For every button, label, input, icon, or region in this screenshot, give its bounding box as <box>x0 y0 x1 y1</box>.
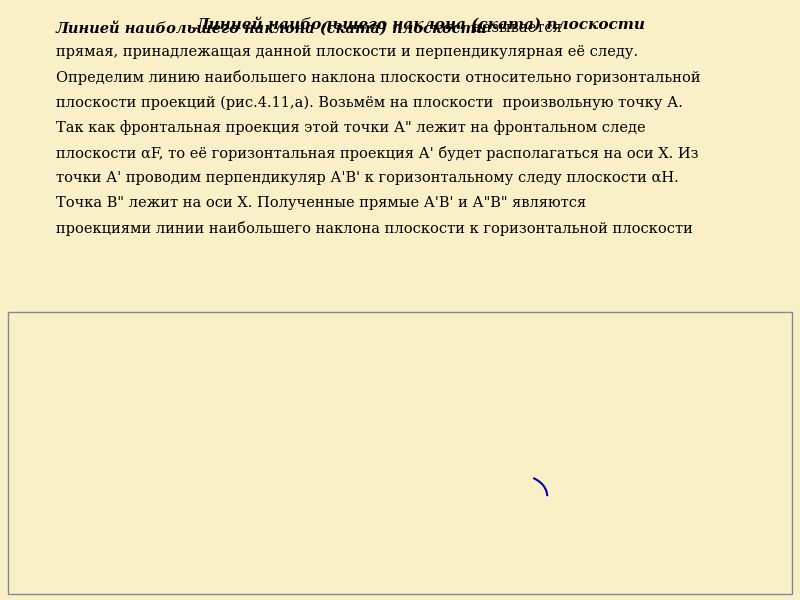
Text: β₀: β₀ <box>543 479 554 490</box>
Text: ΔZ_AB: ΔZ_AB <box>642 383 675 394</box>
Text: αH: αH <box>266 522 284 532</box>
Text: O: O <box>368 419 378 432</box>
Text: αF: αF <box>327 328 342 338</box>
Text: αX: αX <box>384 422 399 432</box>
Text: A': A' <box>297 422 307 432</box>
Text: прямая, принадлежащая данной плоскости и перпендикулярная её следу.: прямая, принадлежащая данной плоскости и… <box>56 45 638 59</box>
Text: A': A' <box>600 421 610 431</box>
Text: αF: αF <box>596 328 612 338</box>
Text: б): б) <box>553 565 567 579</box>
Text: называется: называется <box>468 21 562 35</box>
Text: B″: B″ <box>200 421 212 431</box>
Text: Линией наибольшего наклона (ската) плоскости: Линией наибольшего наклона (ската) плоск… <box>196 17 646 31</box>
Text: а): а) <box>201 565 215 579</box>
Text: плоскости проекций (рис.4.11,а). Возьмём на плоскости  произвольную точку А.: плоскости проекций (рис.4.11,а). Возьмём… <box>56 95 683 110</box>
Text: B': B' <box>496 499 507 509</box>
Text: A″: A″ <box>297 350 309 361</box>
Text: ΔZ_AB: ΔZ_AB <box>666 414 699 424</box>
Text: Точка B" лежит на оси Х. Полученные прямые А'B' и А"B" являются: Точка B" лежит на оси Х. Полученные прям… <box>56 196 586 210</box>
Text: B″: B″ <box>503 421 515 431</box>
Text: B₁': B₁' <box>709 484 724 494</box>
Text: X: X <box>360 419 369 432</box>
Text: X: X <box>16 419 25 432</box>
Text: Рис. 4.11: Рис. 4.11 <box>335 565 401 579</box>
Text: αH: αH <box>554 522 571 532</box>
Text: B': B' <box>201 499 212 509</box>
Text: Линией наибольшего наклона (ската) плоскости: Линией наибольшего наклона (ската) плоск… <box>56 21 488 36</box>
Text: проекциями линии наибольшего наклона плоскости к горизонтальной плоскости: проекциями линии наибольшего наклона пло… <box>56 221 693 236</box>
Text: Определим линию наибольшего наклона плоскости относительно горизонтальной: Определим линию наибольшего наклона плос… <box>56 70 701 85</box>
Text: Так как фронтальная проекция этой точки А" лежит на фронтальном следе: Так как фронтальная проекция этой точки … <box>56 121 646 136</box>
Text: αX: αX <box>44 422 59 432</box>
Text: A″: A″ <box>566 349 578 359</box>
Text: плоскости αF, то её горизонтальная проекция А' будет располагаться на оси Х. Из: плоскости αF, то её горизонтальная проек… <box>56 146 698 161</box>
Text: точки А' проводим перпендикуляр А'B' к горизонтальному следу плоскости αH.: точки А' проводим перпендикуляр А'B' к г… <box>56 171 678 185</box>
Text: O: O <box>704 419 714 432</box>
